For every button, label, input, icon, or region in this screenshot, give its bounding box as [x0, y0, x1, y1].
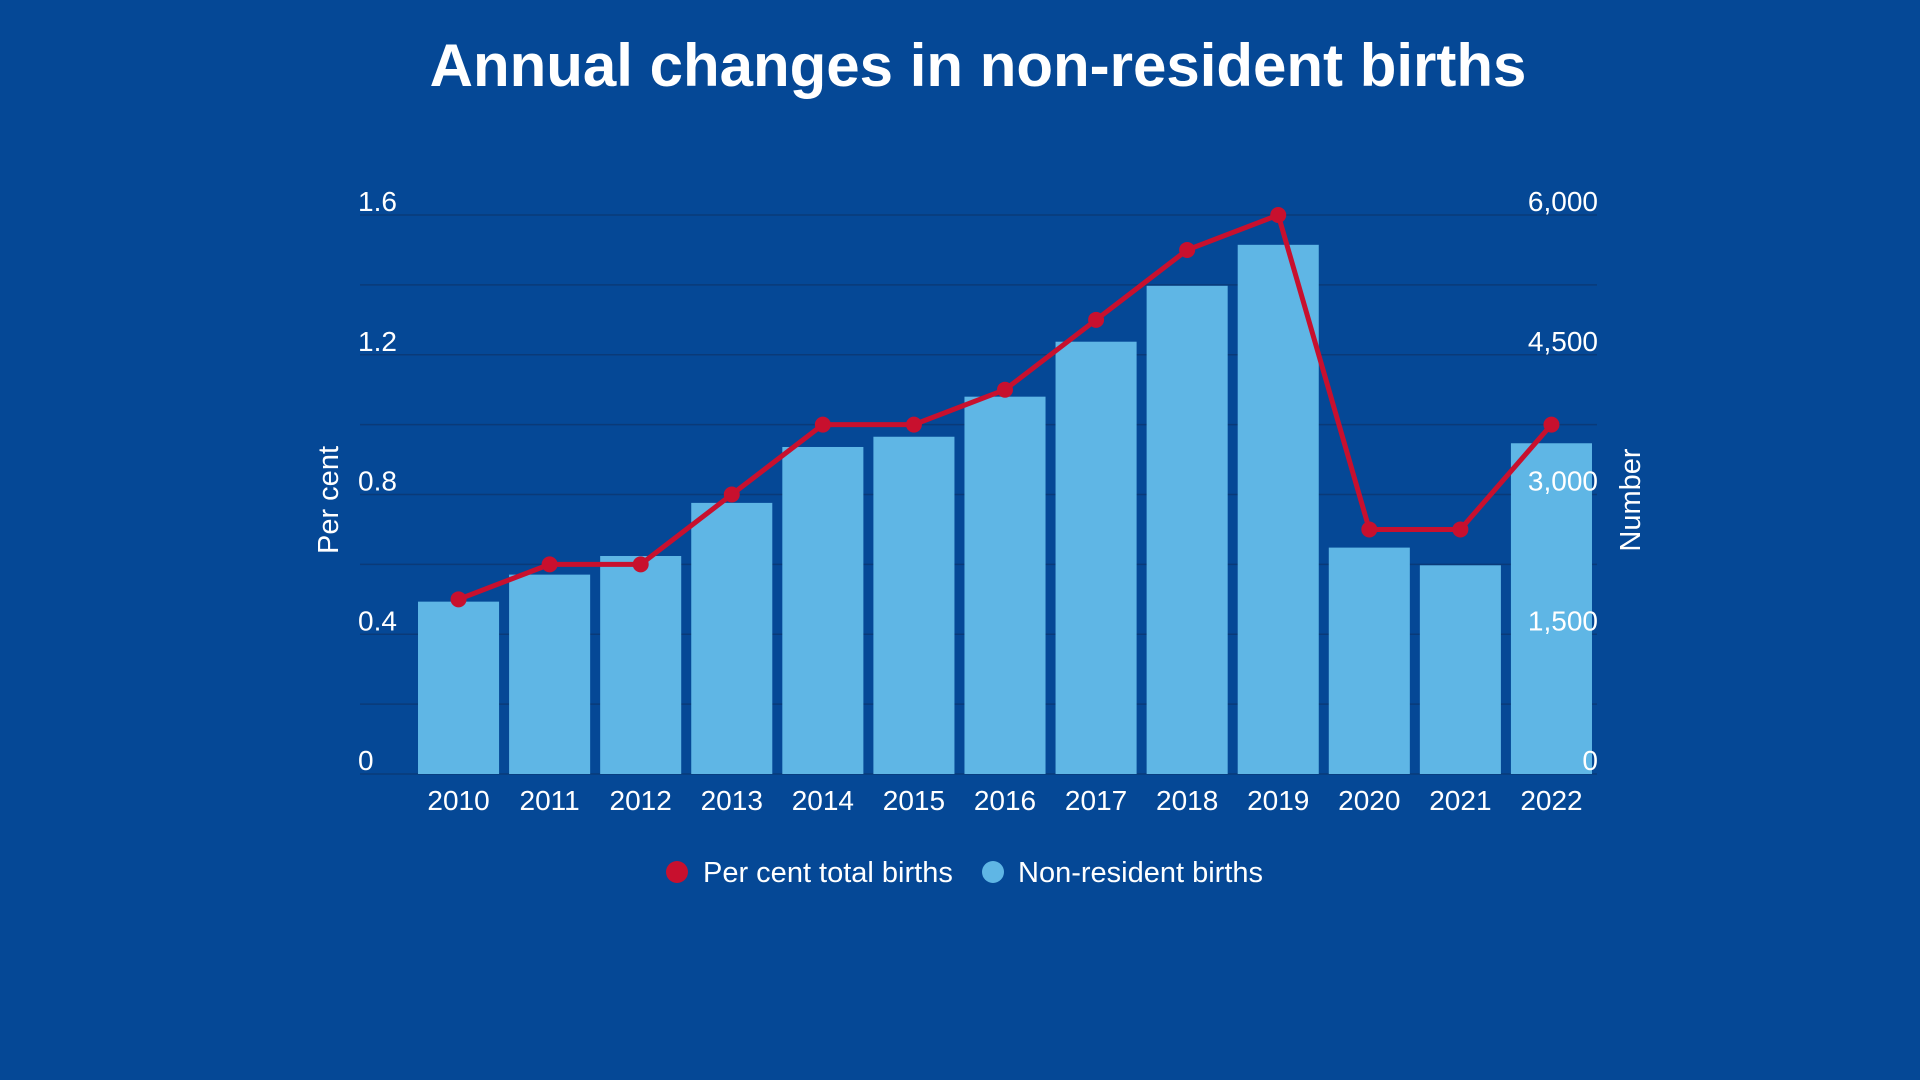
bar-2015[interactable]: [873, 436, 955, 774]
x-tick-label: 2022: [1520, 785, 1582, 816]
right-tick-label: 3,000: [1528, 466, 1598, 497]
bar-2018[interactable]: [1146, 285, 1228, 774]
bar-2011[interactable]: [509, 574, 591, 774]
legend-marker-per-cent: [666, 861, 688, 883]
legend-marker-non-resident: [982, 861, 1004, 883]
bar-2022[interactable]: [1510, 443, 1592, 774]
point-2014[interactable]: [814, 416, 831, 433]
bar-2014[interactable]: [782, 446, 864, 774]
right-tick-label: 4,500: [1528, 326, 1598, 357]
point-2017[interactable]: [1088, 311, 1105, 328]
bar-2016[interactable]: [964, 396, 1046, 774]
x-tick-label: 2018: [1156, 785, 1218, 816]
left-tick-label: 1.2: [358, 326, 397, 357]
point-2016[interactable]: [997, 381, 1013, 398]
bar-2021[interactable]: [1419, 565, 1501, 774]
bar-2017[interactable]: [1055, 341, 1137, 774]
left-tick-label: 1.6: [358, 186, 397, 217]
chart-title: Annual changes in non-resident births: [430, 32, 1527, 99]
left-axis-ticks: 0 0.4 0.8 1.2 1.6: [358, 186, 397, 776]
point-2019[interactable]: [1270, 207, 1287, 223]
x-axis-ticks: 2010 2011 2012 2013 2014 2015 2016 2017 2018 2019…: [427, 785, 1582, 816]
legend-item-per-cent[interactable]: Per cent total births: [666, 857, 953, 889]
line-series: [450, 207, 1560, 608]
point-2011[interactable]: [541, 556, 558, 573]
x-tick-label: 2010: [427, 785, 489, 816]
x-tick-label: 2014: [792, 785, 854, 816]
bar-2010[interactable]: [418, 601, 500, 774]
x-tick-label: 2019: [1247, 785, 1309, 816]
left-tick-label: 0.4: [358, 605, 397, 636]
point-2020[interactable]: [1361, 521, 1378, 538]
left-tick-label: 0: [358, 745, 374, 776]
right-tick-label: 0: [1582, 745, 1598, 776]
x-tick-label: 2021: [1429, 785, 1491, 816]
bar-2020[interactable]: [1328, 547, 1410, 774]
point-2013[interactable]: [723, 486, 740, 503]
right-tick-label: 1,500: [1528, 605, 1598, 636]
right-tick-label: 6,000: [1528, 186, 1598, 217]
bar-series: [418, 244, 1592, 774]
x-tick-label: 2013: [701, 785, 763, 816]
bar-2012[interactable]: [600, 555, 682, 774]
right-axis-ticks: 0 1,500 3,000 4,500 6,000: [1528, 186, 1598, 776]
x-tick-label: 2015: [883, 785, 945, 816]
right-axis-label: Number: [1615, 448, 1647, 551]
bar-2013[interactable]: [691, 502, 773, 774]
left-axis-label: Per cent: [313, 446, 345, 554]
legend: Per cent total births Non-resident birth…: [666, 857, 1263, 889]
bar-2019[interactable]: [1237, 244, 1319, 774]
legend-item-non-resident[interactable]: Non-resident births: [982, 857, 1263, 889]
legend-label-per-cent: Per cent total births: [703, 857, 953, 889]
x-tick-label: 2012: [610, 785, 672, 816]
point-2018[interactable]: [1179, 241, 1196, 258]
point-2022[interactable]: [1543, 416, 1560, 433]
point-2015[interactable]: [905, 416, 922, 433]
point-2010[interactable]: [450, 591, 467, 608]
point-2021[interactable]: [1452, 521, 1469, 538]
x-tick-label: 2017: [1065, 785, 1127, 816]
x-tick-label: 2020: [1338, 785, 1400, 816]
left-tick-label: 0.8: [358, 466, 397, 497]
legend-label-non-resident: Non-resident births: [1018, 857, 1263, 889]
x-tick-label: 2016: [974, 785, 1036, 816]
point-2012[interactable]: [632, 556, 649, 573]
x-tick-label: 2011: [520, 785, 580, 816]
